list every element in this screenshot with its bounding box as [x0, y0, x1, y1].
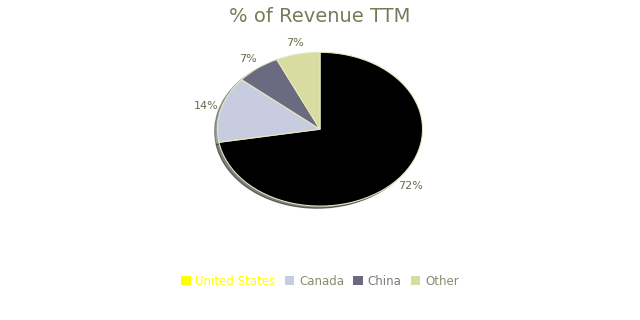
Legend: United States, Canada, China, Other: United States, Canada, China, Other [177, 270, 463, 292]
Text: 72%: 72% [398, 181, 422, 191]
Text: 7%: 7% [285, 38, 303, 48]
Title: % of Revenue TTM: % of Revenue TTM [229, 7, 411, 26]
Text: 7%: 7% [239, 54, 257, 64]
Wedge shape [241, 60, 320, 129]
Wedge shape [276, 52, 320, 129]
Wedge shape [218, 80, 320, 142]
Text: 14%: 14% [194, 101, 218, 111]
Wedge shape [219, 52, 422, 206]
